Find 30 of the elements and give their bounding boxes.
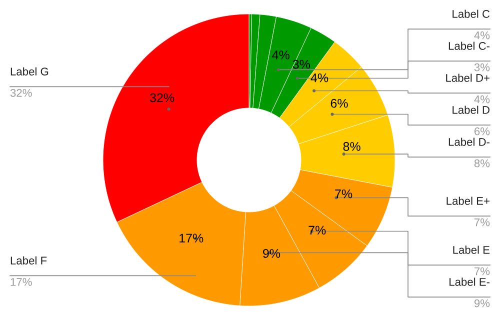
slice-label: Label C: [452, 10, 490, 18]
data-label: 6%: [330, 98, 348, 108]
text: 17%: [10, 278, 32, 286]
text: 8%: [474, 159, 490, 168]
slice-label: Label E: [453, 246, 490, 254]
slice-label: Label G: [10, 67, 48, 76]
text: 4%: [474, 31, 490, 40]
slice-label: Label E+: [446, 196, 490, 205]
slice-label: Label D: [452, 106, 490, 114]
data-label: 9%: [263, 249, 280, 258]
slice-label: Label C-: [448, 42, 490, 50]
data-label: 8%: [343, 142, 360, 151]
text: 4%: [474, 95, 490, 104]
slice-label: Label D-: [448, 138, 490, 146]
slice-label: Label F: [10, 256, 47, 265]
text: 7%: [474, 267, 490, 276]
data-label: 4%: [272, 50, 290, 60]
text: 7%: [474, 218, 490, 226]
data-label: 7%: [335, 189, 352, 198]
slice-label: Label D+: [446, 74, 490, 82]
data-label: 32%: [150, 93, 174, 102]
text: 9%: [474, 299, 490, 308]
text: 32%: [10, 88, 32, 97]
slice-label: Label E-: [450, 278, 490, 286]
text: 3%: [474, 63, 490, 72]
data-label: 4%: [310, 73, 328, 82]
data-label: 3%: [292, 60, 310, 69]
text: 6%: [474, 127, 490, 136]
data-label: 17%: [180, 234, 204, 242]
data-label: 7%: [308, 226, 326, 235]
